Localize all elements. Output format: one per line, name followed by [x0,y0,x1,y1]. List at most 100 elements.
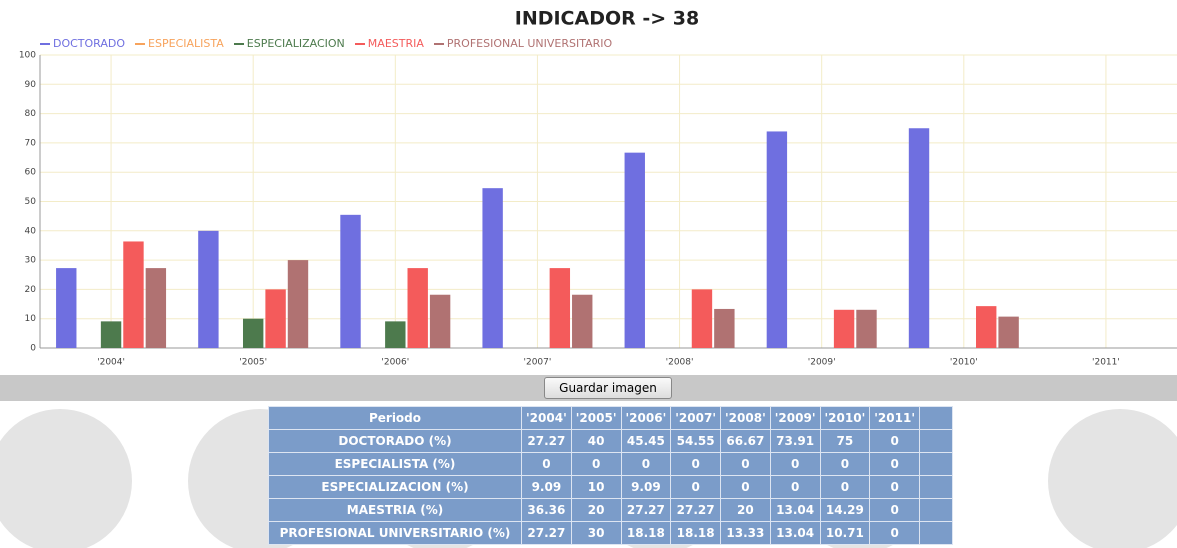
legend-label: PROFESIONAL UNIVERSITARIO [447,37,612,50]
legend-item: MAESTRIA [355,37,424,50]
legend-marker [434,43,444,45]
table-header-row: Periodo'2004''2005''2006''2007''2008''20… [269,407,953,430]
page: INDICADOR -> 38 0102030405060708090100'2… [0,0,1177,548]
y-tick-label: 50 [25,197,37,207]
y-tick-label: 40 [25,226,37,236]
table-cell: 20 [571,499,621,522]
bar [340,215,360,348]
table-cell: 14.29 [820,499,870,522]
table-cell: 27.27 [522,522,572,545]
legend-item: PROFESIONAL UNIVERSITARIO [434,37,612,50]
legend-label: MAESTRIA [368,37,424,50]
header-cell: '2004' [522,407,572,430]
y-tick-label: 70 [25,138,37,148]
empty-cell [920,430,953,453]
bar [408,268,428,348]
table-cell: 73.91 [770,430,820,453]
header-cell: '2011' [870,407,920,430]
bar [146,268,166,348]
header-cell: '2005' [571,407,621,430]
bar [856,310,876,348]
table-cell: 0 [770,453,820,476]
table-cell: 0 [870,476,920,499]
table-cell: 0 [671,453,721,476]
table-cell: 0 [820,476,870,499]
table-cell: 18.18 [671,522,721,545]
empty-cell [920,407,953,430]
legend-marker [40,43,50,45]
y-tick-label: 100 [19,51,36,61]
bar [265,289,285,348]
chart-title: INDICADOR -> 38 [515,8,700,30]
table-cell: 18.18 [621,522,671,545]
x-tick-label: '2007' [524,358,552,368]
bar [56,268,76,348]
table-cell: 0 [820,453,870,476]
bar [692,289,712,348]
bar [976,306,996,348]
bar [572,295,592,348]
data-table: Periodo'2004''2005''2006''2007''2008''20… [268,406,953,545]
table-cell: 0 [721,476,771,499]
table-cell: 10 [571,476,621,499]
table-cell: DOCTORADO (%) [269,430,522,453]
table-cell: 10.71 [820,522,870,545]
table-cell: 0 [870,430,920,453]
legend-marker [234,43,244,45]
bar [834,310,854,348]
table-cell: 20 [721,499,771,522]
table-cell: 27.27 [522,430,572,453]
bar [767,131,787,348]
bar [385,321,405,348]
x-tick-label: '2011' [1092,358,1120,368]
header-cell: Periodo [269,407,522,430]
empty-cell [920,522,953,545]
bar [998,317,1018,348]
bar [550,268,570,348]
bar [430,295,450,348]
chart: INDICADOR -> 38 0102030405060708090100'2… [0,0,1177,375]
y-tick-label: 60 [25,168,37,178]
y-tick-label: 0 [30,344,36,354]
table-cell: 27.27 [671,499,721,522]
header-cell: '2009' [770,407,820,430]
table-cell: 9.09 [621,476,671,499]
table-cell: 54.55 [671,430,721,453]
header-cell: '2007' [671,407,721,430]
bar [123,241,143,348]
y-tick-label: 10 [25,314,37,324]
x-tick-label: '2009' [808,358,836,368]
y-tick-label: 90 [25,80,37,90]
bar [101,321,121,348]
legend-label: ESPECIALIZACION [247,37,345,50]
table-cell: 0 [671,476,721,499]
y-tick-label: 80 [25,109,37,119]
x-tick-label: '2010' [950,358,978,368]
table-cell: 0 [770,476,820,499]
legend-marker [355,43,365,45]
x-tick-label: '2008' [666,358,694,368]
table-cell: 0 [721,453,771,476]
x-tick-label: '2006' [381,358,409,368]
empty-cell [920,476,953,499]
empty-cell [920,453,953,476]
table-cell: 40 [571,430,621,453]
table-cell: 0 [870,522,920,545]
table-cell: MAESTRIA (%) [269,499,522,522]
header-cell: '2006' [621,407,671,430]
legend-item: ESPECIALISTA [135,37,224,50]
bar [625,153,645,348]
table-cell: 27.27 [621,499,671,522]
table-cell: 30 [571,522,621,545]
table-cell: 13.33 [721,522,771,545]
header-cell: '2010' [820,407,870,430]
table-cell: 45.45 [621,430,671,453]
bar [198,231,218,348]
save-button[interactable]: Guardar imagen [544,377,672,399]
